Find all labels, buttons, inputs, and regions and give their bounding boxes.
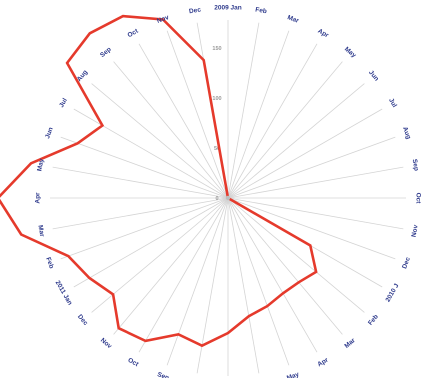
month-label: Sep [99, 46, 113, 59]
spoke-line [113, 61, 229, 199]
spoke-line [91, 83, 229, 199]
month-label: May [36, 158, 45, 172]
radial-tick-label: 150 [212, 46, 221, 52]
radial-tick-label: 0 [215, 196, 218, 202]
spoke-line [227, 197, 404, 230]
spoke-line [113, 197, 229, 335]
month-label: Oct [415, 193, 422, 205]
month-label: Oct [127, 27, 141, 39]
radial-tick-label: 50 [214, 146, 220, 152]
month-label: Sep [156, 371, 170, 378]
data-point [202, 59, 205, 61]
spoke-line [196, 197, 229, 374]
month-label: Jul [58, 97, 69, 109]
data-point [315, 271, 317, 273]
spoke-line [91, 197, 229, 313]
spoke-line [227, 197, 365, 313]
month-label: Apr [316, 356, 330, 368]
month-label: Jun [44, 126, 55, 139]
data-point [117, 327, 120, 330]
month-label: May [286, 371, 301, 378]
month-label: Mar [286, 14, 300, 25]
series-layer [0, 14, 318, 348]
data-point [20, 233, 23, 236]
month-label: Nov [411, 224, 420, 238]
month-label: Mar [343, 337, 357, 350]
month-label: Apr [35, 192, 42, 204]
data-point [76, 142, 79, 145]
spoke-line [227, 30, 290, 199]
spoke-line [227, 197, 290, 366]
data-point [122, 15, 124, 17]
spoke-line [227, 22, 260, 199]
data-point [177, 333, 180, 336]
data-point [88, 277, 91, 279]
month-label: May [343, 46, 357, 60]
month-label: Jun [367, 69, 380, 82]
data-point [101, 124, 104, 127]
data-point [144, 340, 147, 342]
month-label: Dec [76, 313, 89, 327]
month-label: Mar [36, 225, 45, 238]
spoke-line [227, 83, 365, 199]
center-point [225, 195, 231, 201]
spoke-line [138, 197, 229, 353]
spoke-line [227, 108, 383, 199]
data-point [266, 305, 269, 307]
radial-tick-label: 200 [212, 0, 221, 2]
data-point [227, 332, 229, 334]
month-label: 2010 J [384, 282, 400, 303]
month-label: Dec [189, 6, 202, 15]
spoke-line [227, 43, 318, 199]
spoke-line [227, 197, 318, 353]
data-point [66, 62, 68, 64]
month-label: Oct [127, 357, 141, 369]
spoke-line [52, 197, 229, 230]
spoke-line [227, 136, 396, 199]
data-point [297, 281, 300, 284]
data-point [201, 344, 203, 347]
data-point [247, 315, 250, 318]
data-point [162, 18, 164, 21]
spoke-line [138, 43, 229, 199]
spoke-line [60, 136, 229, 199]
radial-tick-label: 100 [212, 96, 221, 102]
spoke-line [227, 166, 404, 199]
month-label: Nov [156, 14, 170, 25]
month-label: Aug [76, 69, 90, 83]
month-label: Feb [367, 313, 380, 326]
spoke-line [166, 197, 229, 366]
month-label: Jul [387, 97, 398, 109]
radial-tick-labels: 050100150200250 [212, 0, 221, 202]
spoke-line [227, 197, 260, 374]
series-line [0, 14, 318, 348]
month-label: 2009 Jan [214, 5, 241, 12]
spoke-line [227, 197, 396, 260]
spoke-line [73, 108, 229, 199]
spoke-line [166, 30, 229, 199]
spoke-line [52, 166, 229, 199]
month-label: Dec [401, 256, 412, 270]
spoke-line [60, 197, 229, 260]
spoke-line [227, 197, 343, 335]
month-label: 2011 Jan [54, 280, 74, 307]
month-label: Sep [411, 159, 420, 172]
data-point [88, 32, 91, 35]
data-point [282, 292, 284, 295]
month-label: Feb [44, 256, 55, 269]
month-label: Aug [401, 126, 412, 140]
month-label: Feb [255, 6, 268, 15]
data-point [67, 255, 70, 257]
data-point [309, 244, 312, 247]
month-label: Nov [99, 337, 113, 351]
data-point [112, 293, 114, 296]
data-point [30, 162, 32, 165]
spoke-line [227, 61, 343, 199]
spoke-line [73, 197, 229, 288]
month-label: Apr [316, 28, 330, 40]
